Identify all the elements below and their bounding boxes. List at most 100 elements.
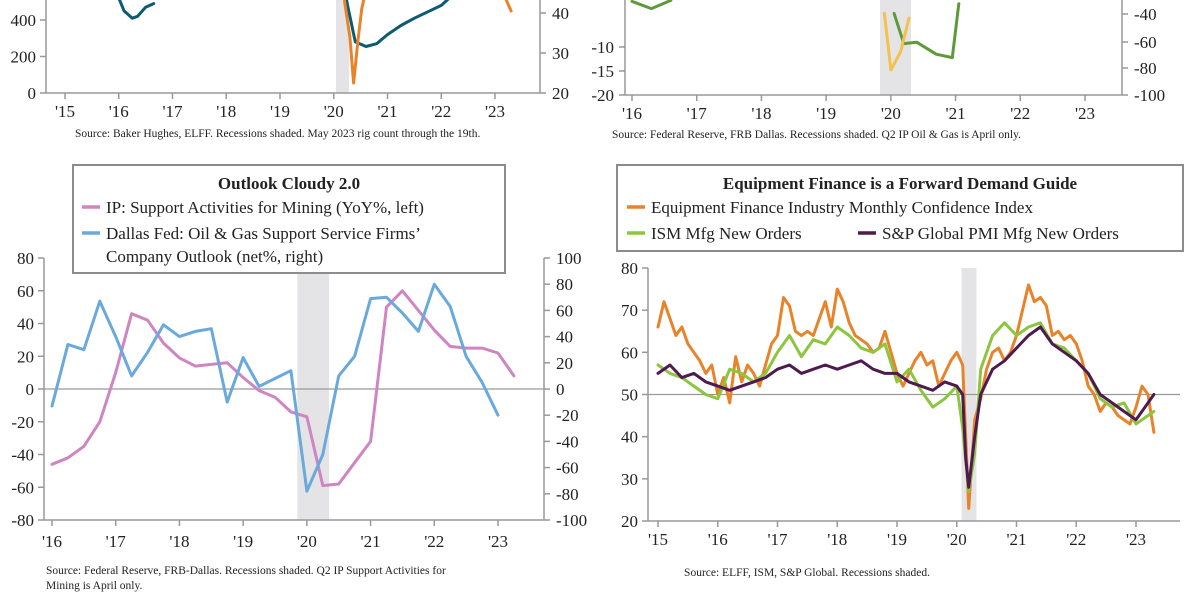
y-tick-label: 80: [621, 259, 638, 278]
y-right-tick-label: -60: [1134, 33, 1157, 52]
x-tick-label: '21: [946, 104, 966, 123]
chart-title: Equipment Finance is a Forward Demand Gu…: [723, 174, 1078, 193]
y-left-tick-label: 60: [17, 282, 34, 301]
x-tick-label: '23: [1126, 530, 1146, 549]
chart-top-right: -10 -15 -20 -40 -60 -80 -100 '16 '17 '18 '19 '20 '21…: [591, 0, 1165, 141]
y-right-tick-label: -100: [1134, 86, 1165, 105]
y-left-tick-label: 80: [17, 249, 34, 268]
y-left-tick-label: 0: [26, 380, 35, 399]
x-tick-label: '16: [42, 532, 62, 551]
x-tick-label: '18: [751, 104, 771, 123]
x-tick-label: '22: [431, 102, 451, 121]
x-tick-label: '17: [162, 102, 183, 121]
x-tick-label: '19: [270, 102, 290, 121]
x-tick-label: '15: [648, 530, 668, 549]
y-left-tick-label: -40: [11, 446, 34, 465]
x-tick-label: '23: [1075, 104, 1095, 123]
source-note: Source: Federal Reserve, FRB Dallas. Rec…: [612, 129, 1021, 141]
y-left-tick-label: 40: [17, 315, 34, 334]
x-tick-label: '18: [216, 102, 236, 121]
y-right-tick-label: -40: [1134, 5, 1157, 24]
chart-equipment-finance: 80 70 60 50 40 30 20 '15 '16 '17 '18 '19 '20 '21 '22 '2…: [616, 164, 1184, 579]
legend-label: Dallas Fed: Oil & Gas Support Service Fi…: [106, 224, 421, 243]
x-tick-label: '23: [485, 102, 505, 121]
legend-label: IP: Support Activities for Mining (YoY%,…: [106, 198, 424, 217]
y-left-tick-label: -15: [591, 62, 614, 81]
x-tick-label: '16: [622, 104, 642, 123]
y-right-tick-label: 0: [556, 380, 565, 399]
x-tick-label: '21: [377, 102, 397, 121]
y-right-tick-label: -80: [556, 485, 579, 504]
y-right-tick-label: 20: [556, 354, 573, 373]
x-tick-label: '19: [816, 104, 836, 123]
y-tick-label: 50: [621, 386, 638, 405]
y-right-tick-label: -100: [556, 511, 587, 530]
x-tick-label: '22: [1010, 104, 1030, 123]
x-tick-label: '17: [106, 532, 127, 551]
x-tick-label: '20: [881, 104, 901, 123]
y-right-tick-label: 60: [556, 301, 573, 320]
y-left-tick-label: -60: [11, 478, 34, 497]
x-tick-label: '20: [297, 532, 317, 551]
y-tick-label: 40: [621, 428, 638, 447]
legend-label: S&P Global PMI Mfg New Orders: [882, 224, 1119, 243]
y-right-tick-label: -80: [1134, 59, 1157, 78]
x-tick-label: '20: [947, 530, 967, 549]
x-tick-label: '20: [324, 102, 344, 121]
series-line: [117, 0, 156, 20]
y-left-tick-label: 0: [28, 84, 37, 103]
y-right-tick-label: -40: [556, 432, 579, 451]
x-tick-label: '19: [233, 532, 253, 551]
y-tick-label: 30: [621, 470, 638, 489]
series-line: [882, 11, 911, 72]
legend-label-continued: Company Outlook (net%, right): [106, 247, 323, 266]
x-tick-label: '15: [55, 102, 75, 121]
x-tick-label: '17: [767, 530, 788, 549]
y-right-tick-label: -60: [556, 459, 579, 478]
series-line: [504, 0, 513, 13]
y-right-tick-label: -20: [556, 406, 579, 425]
y-tick-label: 70: [621, 301, 638, 320]
series-line: [656, 321, 1156, 493]
y-left-tick-label: 400: [11, 11, 37, 30]
source-note: Source: Baker Hughes, ELFF. Recessions s…: [75, 128, 480, 140]
recession-shade: [336, 0, 349, 93]
series-line: [343, 0, 366, 85]
series-line: [50, 282, 500, 493]
y-right-tick-label: 40: [552, 4, 569, 23]
y-right-tick-label: 40: [556, 328, 573, 347]
legend-label: Equipment Finance Industry Monthly Confi…: [651, 198, 1033, 217]
chart-top-left: 400 200 0 40 30 20 '15 '16 '17 '18 '19 '20 '21 '22 '23…: [11, 0, 569, 140]
y-left-tick-label: -20: [591, 86, 614, 105]
source-note: Source: Federal Reserve, FRB-Dallas. Rec…: [46, 565, 446, 577]
series-line: [50, 289, 516, 488]
source-note: Mining is April only.: [46, 580, 142, 592]
series-line: [656, 283, 1156, 510]
x-tick-label: '21: [361, 532, 381, 551]
y-left-tick-label: -10: [591, 38, 614, 57]
x-tick-label: '22: [424, 532, 444, 551]
y-left-tick-label: 200: [11, 48, 37, 67]
legend-box: [72, 164, 506, 274]
y-right-tick-label: 100: [556, 249, 582, 268]
x-tick-label: '18: [827, 530, 847, 549]
x-tick-label: '18: [169, 532, 189, 551]
x-tick-label: '16: [708, 530, 728, 549]
x-tick-label: '23: [488, 532, 508, 551]
chart-outlook-cloudy: 80 60 40 20 0 -20 -40 -60 -80 100 80 60 40 20 0 -20 -40 -…: [11, 164, 587, 592]
chart-title: Outlook Cloudy 2.0: [218, 174, 360, 193]
x-tick-label: '22: [1066, 530, 1086, 549]
x-tick-label: '21: [1006, 530, 1026, 549]
x-tick-label: '16: [109, 102, 129, 121]
y-tick-label: 20: [621, 512, 638, 531]
y-left-tick-label: -80: [11, 511, 34, 530]
y-right-tick-label: 80: [556, 275, 573, 294]
series-line: [630, 0, 673, 11]
source-note: Source: ELFF, ISM, S&P Global. Recession…: [684, 567, 930, 579]
series-line: [656, 325, 1156, 489]
x-tick-label: '17: [687, 104, 708, 123]
legend-label: ISM Mfg New Orders: [651, 224, 802, 243]
series-line: [344, 0, 450, 48]
y-right-tick-label: 30: [552, 44, 569, 63]
